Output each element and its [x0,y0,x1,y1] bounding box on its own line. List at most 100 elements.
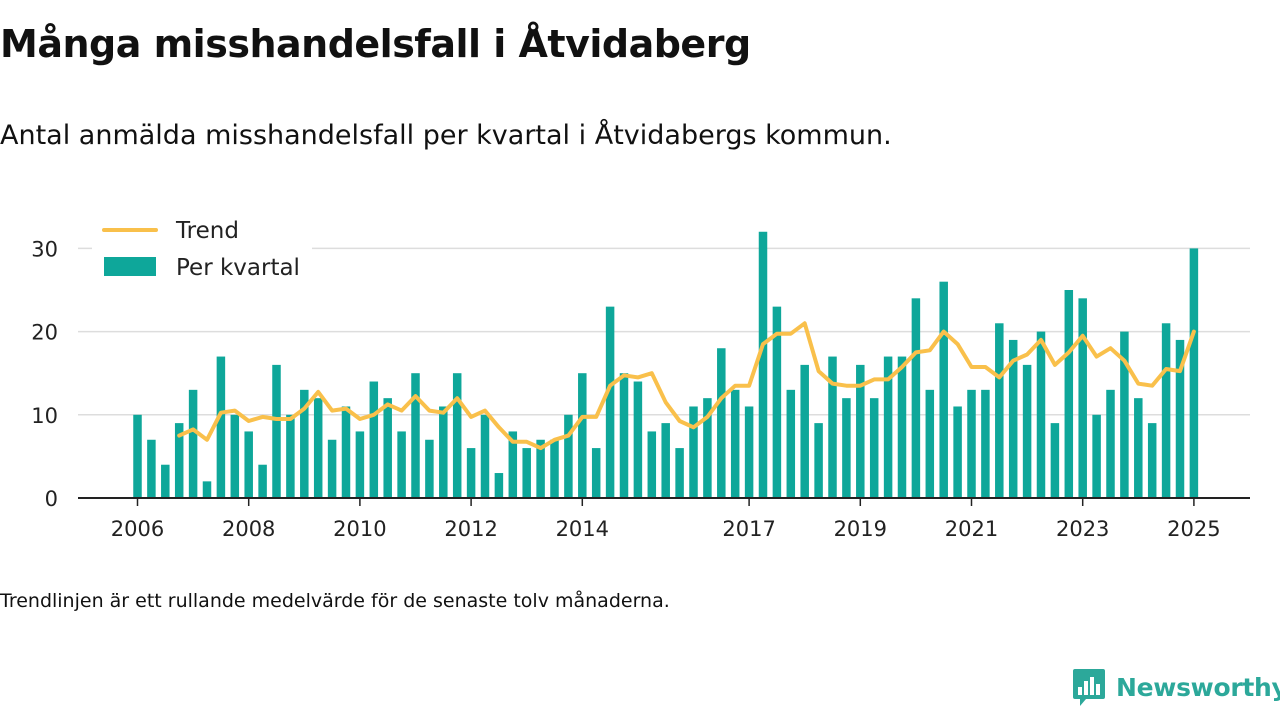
bar [313,398,323,498]
bar [425,439,434,498]
bar-chart: 0 10 20 30 2006 2008 2010 2012 2014 2017 2019 2021 2… [31,210,1250,541]
brand-name: Newsworthy [1116,672,1280,702]
bar [605,306,615,498]
y-tick-label: 0 [45,487,58,511]
bar [411,373,420,498]
bar [1078,298,1087,498]
trend-line [177,321,1196,451]
legend: Trend Per kvartal [92,210,312,286]
bar [633,381,643,498]
bar [703,398,712,498]
bar [689,406,698,498]
bar [244,431,253,498]
bar [286,414,295,498]
bar [133,414,142,498]
bar [995,323,1004,498]
footnote: Trendlinjen är ett rullande medelvärde f… [0,590,670,612]
bar [1147,423,1157,498]
x-tick-label: 2021 [945,517,998,541]
bar [578,373,587,498]
bar [1175,339,1185,498]
bar [883,356,893,498]
bar [258,464,267,498]
bar [216,356,226,498]
x-tick-label: 2023 [1056,517,1109,541]
bar [494,473,504,498]
bar [842,398,851,498]
bar [897,356,907,498]
bar [967,389,976,498]
legend-bar-label: Per kvartal [176,255,300,281]
bar [1022,364,1032,498]
bar [911,298,921,498]
bar [1092,414,1101,498]
bar [202,481,212,498]
bar [828,356,837,498]
bar [174,423,184,498]
bar [355,431,365,498]
x-tick-label: 2014 [556,517,609,541]
bar [1008,339,1018,498]
bar [300,389,309,498]
bar [341,406,351,498]
bar [147,439,156,498]
bar [744,406,754,498]
bar [327,439,337,498]
x-tick-label: 2017 [722,517,775,541]
bar [814,423,823,498]
bar [1106,389,1115,498]
bar [369,381,379,498]
chart-subtitle: Antal anmälda misshandelsfall per kvarta… [0,120,892,151]
bar [439,406,448,498]
bar [1036,331,1046,498]
legend-trend-label: Trend [175,218,239,244]
trend-series [177,321,1196,451]
bar [758,231,768,498]
bar [230,414,240,498]
y-tick-label: 10 [31,404,58,428]
y-tick-label: 20 [31,321,58,345]
bar [1064,290,1074,498]
bar [564,414,573,498]
bar [591,448,601,498]
bar [522,448,531,498]
bar [383,398,392,498]
x-tick-label: 2006 [111,517,164,541]
bar [480,414,490,498]
bar [869,398,879,498]
bar [981,389,990,498]
chart-title: Många misshandelsfall i Åtvidaberg [0,22,751,66]
x-tick-label: 2010 [333,517,386,541]
bar [939,281,948,498]
bar [1161,323,1171,498]
bar [452,373,462,498]
bar [508,431,518,498]
legend-bar-swatch [104,257,156,276]
bar [772,306,782,498]
bar [550,439,559,498]
bar [953,406,962,498]
bar [647,431,657,498]
newsworthy-logo-icon [1073,669,1105,706]
x-tick-label: 2008 [222,517,275,541]
bar [800,364,809,498]
bar [188,389,198,498]
bar [161,464,170,498]
brand-logo[interactable]: Newsworthy [1072,666,1280,708]
bar [1050,423,1060,498]
x-tick-label: 2025 [1167,517,1220,541]
bar [661,423,670,498]
bar [1120,331,1129,498]
axes: 0 10 20 30 2006 2008 2010 2012 2014 2017 2019 2021 2… [31,237,1250,541]
bar [925,389,935,498]
y-tick-label: 30 [31,237,58,261]
bar [466,448,476,498]
bar [786,389,796,498]
bar [675,448,684,498]
bar [1189,248,1199,498]
bar [730,389,740,498]
bar [619,373,629,498]
x-tick-label: 2012 [444,517,497,541]
x-tick-label: 2019 [834,517,887,541]
bar [717,348,726,498]
